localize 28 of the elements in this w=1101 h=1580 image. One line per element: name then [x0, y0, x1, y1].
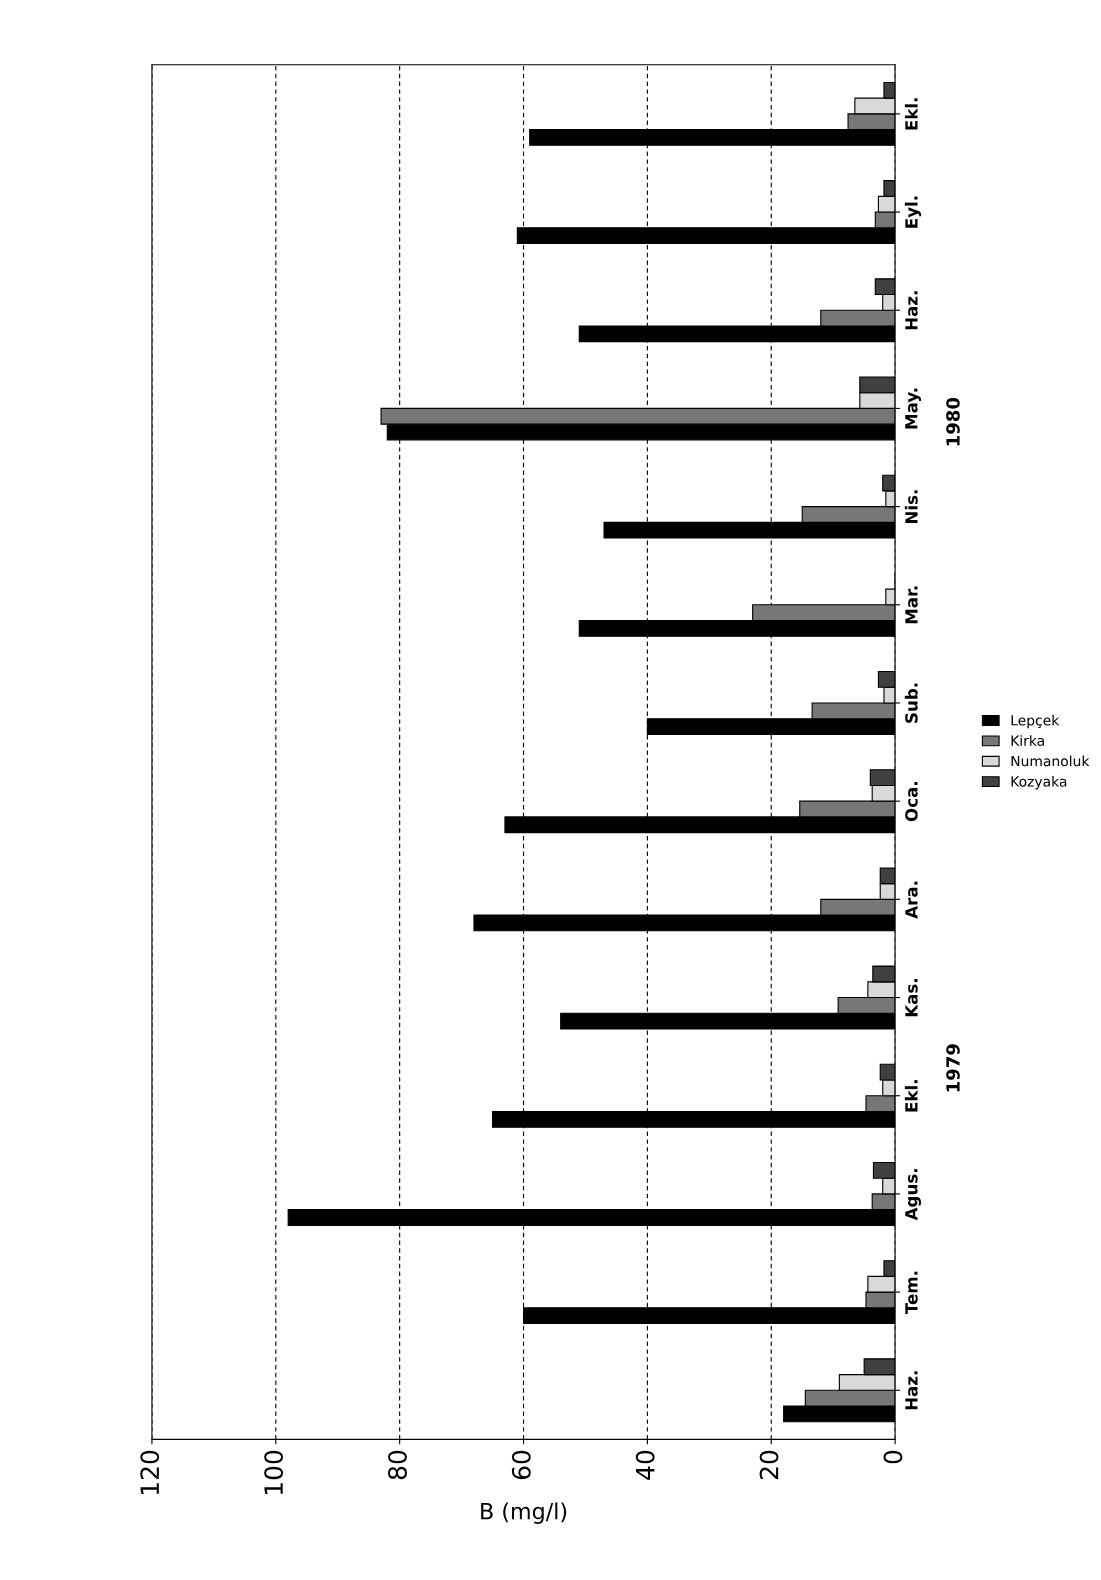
x-axis-title: B (mg/l): [481, 1502, 567, 1524]
y-tick-label: Ara.: [905, 881, 918, 919]
legend-label: Kirka: [1011, 735, 1044, 746]
x-tick-label: 100: [264, 1450, 284, 1495]
y-tick-label: Agus.: [905, 1169, 921, 1221]
legend-label: Lepçek: [1011, 714, 1060, 729]
y-tick-label: Ekl.: [904, 98, 918, 130]
x-tick-label: 120: [140, 1450, 160, 1495]
x-tick-label: 20: [759, 1450, 779, 1480]
x-tick-label: 60: [511, 1450, 531, 1480]
y-tick-label: Oca.: [905, 782, 918, 822]
y-tick-label: Ekl.: [904, 1080, 918, 1112]
y-tick-label: Kas.: [905, 979, 918, 1017]
y-tick-label: Haz.: [905, 1371, 918, 1410]
y-tick-label: May.: [905, 388, 921, 429]
text: 1980: [946, 397, 960, 446]
x-tick-label: 40: [635, 1450, 655, 1480]
x-tick-label: 80: [388, 1450, 407, 1480]
text: 1979: [946, 1044, 960, 1092]
x-tick-label: 0: [883, 1450, 903, 1464]
legend-label: Numanoluk: [1011, 755, 1090, 767]
y-tick-label: Sub.: [904, 683, 918, 723]
y-tick-label: Mar.: [905, 586, 918, 624]
y-tick-label: Haz.: [905, 291, 918, 330]
y-tick-label: Nis.: [904, 490, 918, 524]
y-tick-label: Eyl.: [904, 196, 922, 228]
y-tick-label: Tem.: [905, 1271, 918, 1315]
legend-label: Kozyaka: [1011, 775, 1067, 790]
